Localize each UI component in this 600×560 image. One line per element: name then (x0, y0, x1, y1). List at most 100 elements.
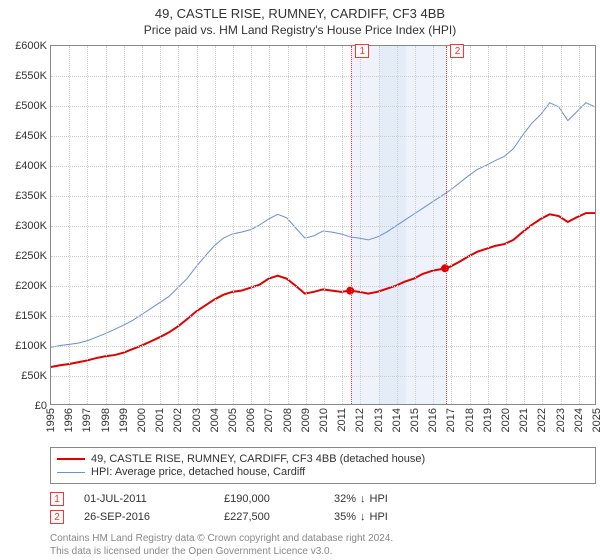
grid-v (324, 46, 325, 404)
sales-table: 101-JUL-2011£190,00032%↓HPI 2 26-SEP-2016 £… (50, 490, 596, 526)
sale-marker-label: 1 (355, 44, 369, 58)
grid-h (51, 196, 595, 197)
grid-v (106, 46, 107, 404)
y-axis-label: £350K (15, 190, 47, 202)
sale-marker-label: 2 (450, 44, 464, 58)
sale-price: £227,500 (224, 511, 314, 523)
chart-svg (51, 46, 595, 404)
grid-h (51, 76, 595, 77)
x-axis-label: 2002 (172, 408, 184, 432)
grid-h (51, 166, 595, 167)
sale-row: 101-JUL-2011£190,00032%↓HPI (50, 490, 596, 508)
sale-number: 2 (50, 510, 64, 524)
y-axis-label: £400K (15, 160, 47, 172)
x-axis-label: 2024 (573, 408, 585, 432)
x-axis-label: 1999 (118, 408, 130, 432)
footer-line2: This data is licensed under the Open Gov… (50, 545, 596, 558)
x-axis-label: 2013 (373, 408, 385, 432)
x-axis-label: 2018 (464, 408, 476, 432)
series-line-hpi (51, 103, 595, 348)
sale-diff-pct: 32% (334, 493, 356, 505)
y-axis-label: £150K (15, 310, 47, 322)
legend-row: HPI: Average price, detached house, Card… (57, 466, 589, 478)
sale-dot (441, 264, 449, 272)
sale-diff-pct: 35% (334, 511, 356, 523)
sale-dot (346, 287, 354, 295)
footer-line1: Contains HM Land Registry data © Crown c… (50, 532, 596, 545)
sale-row: 2 26-SEP-2016 £227,500 35% ↓ HPI (50, 508, 596, 526)
grid-h (51, 136, 595, 137)
grid-v (215, 46, 216, 404)
grid-v (160, 46, 161, 404)
x-axis-label: 2006 (245, 408, 257, 432)
x-axis-label: 2017 (445, 408, 457, 432)
grid-v (124, 46, 125, 404)
y-axis-label: £500K (15, 100, 47, 112)
arrow-down-icon: ↓ (360, 511, 366, 523)
x-axis-label: 2021 (518, 408, 530, 432)
sale-date: 01-JUL-2011 (84, 493, 204, 505)
y-axis-label: £450K (15, 130, 47, 142)
legend-row: 49, CASTLE RISE, RUMNEY, CARDIFF, CF3 4B… (57, 453, 589, 465)
grid-v (251, 46, 252, 404)
grid-v (87, 46, 88, 404)
y-axis-label: £50K (21, 370, 47, 382)
x-axis-label: 2019 (482, 408, 494, 432)
x-axis-label: 2004 (209, 408, 221, 432)
chart-header: 49, CASTLE RISE, RUMNEY, CARDIFF, CF3 4B… (0, 0, 600, 45)
grid-h (51, 346, 595, 347)
grid-v (288, 46, 289, 404)
x-axis-label: 2008 (282, 408, 294, 432)
sale-marker-line (351, 46, 352, 404)
grid-h (51, 226, 595, 227)
y-axis-label: £250K (15, 250, 47, 262)
grid-v (451, 46, 452, 404)
grid-h (51, 376, 595, 377)
grid-v (470, 46, 471, 404)
x-axis-label: 2014 (391, 408, 403, 432)
grid-v (342, 46, 343, 404)
price-chart: £0£50K£100K£150K£200K£250K£300K£350K£400… (50, 45, 596, 405)
x-axis-label: 2020 (500, 408, 512, 432)
grid-v (69, 46, 70, 404)
grid-v (379, 46, 380, 404)
grid-v (524, 46, 525, 404)
series-line-property (51, 213, 595, 367)
x-axis-label: 2001 (154, 408, 166, 432)
grid-v (197, 46, 198, 404)
sale-diff-ref: HPI (370, 493, 388, 505)
x-axis-label: 2016 (427, 408, 439, 432)
title-address: 49, CASTLE RISE, RUMNEY, CARDIFF, CF3 4B… (0, 6, 600, 21)
y-axis-label: £600K (15, 40, 47, 52)
sale-date: 26-SEP-2016 (84, 511, 204, 523)
x-axis-label: 2005 (227, 408, 239, 432)
sale-diff-ref: HPI (370, 511, 388, 523)
x-axis-label: 2012 (354, 408, 366, 432)
x-axis-label: 2023 (555, 408, 567, 432)
x-axis-label: 2010 (318, 408, 330, 432)
grid-v (433, 46, 434, 404)
grid-h (51, 286, 595, 287)
y-axis-label: £550K (15, 70, 47, 82)
grid-v (178, 46, 179, 404)
legend-swatch (57, 472, 85, 473)
x-axis-label: 2015 (409, 408, 421, 432)
grid-v (542, 46, 543, 404)
grid-v (579, 46, 580, 404)
grid-v (306, 46, 307, 404)
x-axis-label: 2011 (336, 408, 348, 432)
sale-diff: 35% ↓ HPI (334, 511, 388, 523)
y-axis-label: £200K (15, 280, 47, 292)
grid-v (506, 46, 507, 404)
grid-v (415, 46, 416, 404)
grid-v (561, 46, 562, 404)
x-axis-label: 1996 (63, 408, 75, 432)
grid-h (51, 106, 595, 107)
x-axis-label: 1998 (100, 408, 112, 432)
x-axis-label: 2022 (536, 408, 548, 432)
footer-attribution: Contains HM Land Registry data © Crown c… (50, 532, 596, 558)
x-axis-label: 2009 (300, 408, 312, 432)
legend-label: HPI: Average price, detached house, Card… (91, 466, 305, 478)
x-axis-label: 2007 (263, 408, 275, 432)
y-axis-label: £100K (15, 340, 47, 352)
